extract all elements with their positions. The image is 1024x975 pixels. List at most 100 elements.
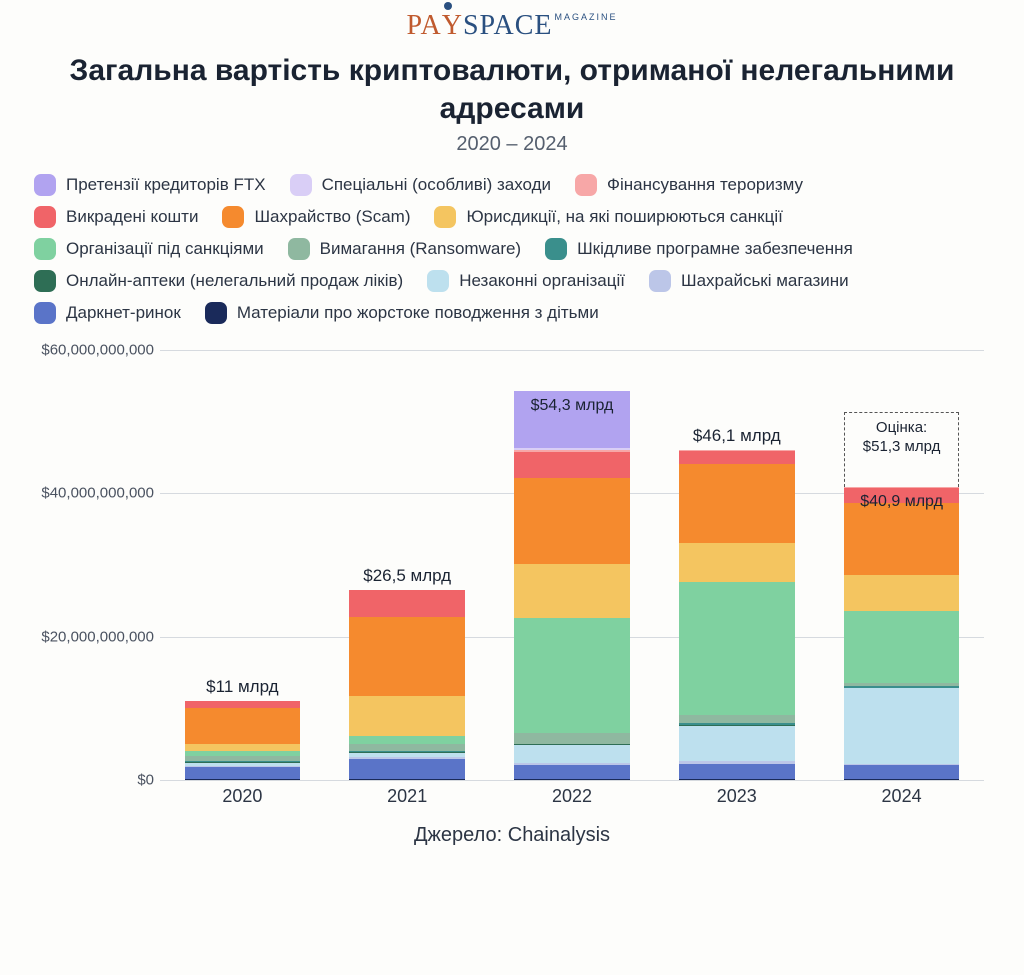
y-axis: $0$20,000,000,000$40,000,000,000$60,000,… — [30, 350, 160, 780]
bar-segment-darknet — [844, 765, 960, 779]
bar-group-2020: $11 млрд — [168, 350, 316, 780]
logo-pa: PA — [406, 10, 441, 42]
legend-item-fraud_shops: Шахрайські магазини — [649, 270, 849, 292]
bar-segment-ftx — [514, 391, 630, 448]
bar-segment-scam — [844, 503, 960, 575]
y-tick: $0 — [137, 772, 154, 789]
bar-segment-sanctions_org — [349, 736, 465, 745]
bar-group-2021: $26,5 млрд — [333, 350, 481, 780]
legend-label: Онлайн-аптеки (нелегальний продаж ліків) — [66, 271, 403, 291]
legend-swatch — [34, 302, 56, 324]
bar-segment-illegal_org — [514, 745, 630, 763]
legend-swatch — [290, 174, 312, 196]
legend-swatch — [34, 238, 56, 260]
legend-label: Вимагання (Ransomware) — [320, 239, 521, 259]
legend-item-special: Спеціальні (особливі) заходи — [290, 174, 551, 196]
bar-segment-illegal_org — [679, 726, 795, 762]
logo-y: Y — [442, 10, 463, 42]
legend-swatch — [427, 270, 449, 292]
legend-label: Шахрайство (Scam) — [254, 207, 410, 227]
x-axis: 2020 2021 2022 2023 2024 — [160, 780, 984, 820]
chart-container: PA Y SPACE MAGAZINE Загальна вартість кр… — [0, 0, 1024, 867]
legend: Претензії кредиторів FTX Спеціальні (особ… — [30, 174, 994, 342]
bar-segment-sanctions_jur — [514, 564, 630, 618]
bar-segment-darknet — [514, 765, 630, 779]
legend-item-sanctions_org: Організації під санкціями — [34, 238, 264, 260]
legend-item-pharmacy: Онлайн-аптеки (нелегальний продаж ліків) — [34, 270, 403, 292]
bar-segment-sanctions_org — [679, 582, 795, 715]
bar-stack: $54,3 млрд — [514, 391, 630, 780]
legend-swatch — [288, 238, 310, 260]
logo-row: PA Y SPACE MAGAZINE — [30, 10, 994, 42]
y-tick: $60,000,000,000 — [41, 342, 154, 359]
bar-group-2022: $54,3 млрд — [498, 350, 646, 780]
y-tick: $40,000,000,000 — [41, 485, 154, 502]
bar-group-2023: $46,1 млрд — [663, 350, 811, 780]
x-tick: 2022 — [498, 780, 646, 820]
legend-item-csam: Матеріали про жорстоке поводження з діть… — [205, 302, 599, 324]
bar-stack — [349, 590, 465, 780]
bar-segment-stolen — [349, 590, 465, 617]
legend-swatch — [434, 206, 456, 228]
bar-segment-scam — [349, 617, 465, 696]
legend-item-ftx: Претензії кредиторів FTX — [34, 174, 266, 196]
legend-label: Претензії кредиторів FTX — [66, 175, 266, 195]
bar-segment-illegal_org — [844, 688, 960, 763]
chart-subtitle: 2020 – 2024 — [30, 133, 994, 156]
legend-item-darknet: Даркнет-ринок — [34, 302, 181, 324]
legend-label: Фінансування тероризму — [607, 175, 803, 195]
legend-label: Спеціальні (особливі) заходи — [322, 175, 551, 195]
plot: $11 млрд $26,5 млрд $54,3 млрд $46,1 млрд Оц… — [160, 350, 984, 780]
bar-segment-sanctions_jur — [349, 696, 465, 735]
bar-total-label: $11 млрд — [206, 677, 278, 697]
y-tick: $20,000,000,000 — [41, 628, 154, 645]
legend-swatch — [649, 270, 671, 292]
bar-segment-scam — [185, 708, 301, 745]
legend-item-malware: Шкідливе програмне забезпечення — [545, 238, 853, 260]
bar-group-2024: Оцінка:$51,3 млрд$40,9 млрд — [827, 350, 975, 780]
bar-stack: $40,9 млрд — [844, 487, 960, 780]
legend-item-ransomware: Вимагання (Ransomware) — [288, 238, 521, 260]
legend-label: Викрадені кошти — [66, 207, 198, 227]
chart-plot-area: $0$20,000,000,000$40,000,000,000$60,000,… — [30, 350, 994, 820]
bar-total-label: $46,1 млрд — [693, 426, 781, 446]
bar-segment-darknet — [349, 759, 465, 779]
x-tick: 2020 — [168, 780, 316, 820]
bar-segment-scam — [514, 478, 630, 564]
legend-item-scam: Шахрайство (Scam) — [222, 206, 410, 228]
legend-label: Незаконні організації — [459, 271, 625, 291]
bar-segment-sanctions_jur — [185, 744, 301, 751]
logo-space: SPACE — [463, 10, 553, 42]
bar-segment-sanctions_jur — [844, 575, 960, 611]
bar-stack — [185, 701, 301, 780]
estimate-value: $51,3 млрд — [845, 438, 959, 457]
legend-item-sanctions_jur: Юрисдикції, на які поширюються санкції — [434, 206, 782, 228]
legend-swatch — [34, 270, 56, 292]
chart-title: Загальна вартість криптовалюти, отримано… — [30, 52, 994, 127]
bar-segment-sanctions_org — [844, 611, 960, 683]
bar-total-label: $26,5 млрд — [363, 566, 451, 586]
x-tick: 2023 — [663, 780, 811, 820]
bar-segment-scam — [679, 464, 795, 543]
legend-swatch — [222, 206, 244, 228]
legend-label: Шкідливе програмне забезпечення — [577, 239, 853, 259]
legend-swatch — [545, 238, 567, 260]
legend-swatch — [34, 174, 56, 196]
x-tick: 2024 — [827, 780, 975, 820]
legend-label: Юрисдикції, на які поширюються санкції — [466, 207, 782, 227]
legend-swatch — [575, 174, 597, 196]
estimate-box: Оцінка:$51,3 млрд — [844, 412, 960, 487]
logo-dot-icon — [444, 2, 452, 10]
legend-item-stolen: Викрадені кошти — [34, 206, 198, 228]
legend-item-terror: Фінансування тероризму — [575, 174, 803, 196]
bar-segment-ransomware — [679, 715, 795, 724]
x-tick: 2021 — [333, 780, 481, 820]
estimate-label: Оцінка: — [845, 419, 959, 438]
bar-segment-sanctions_jur — [679, 543, 795, 582]
bar-segment-stolen — [844, 488, 960, 503]
bar-segment-ransomware — [514, 733, 630, 744]
legend-label: Шахрайські магазини — [681, 271, 849, 291]
bar-segment-sanctions_org — [514, 618, 630, 733]
legend-label: Матеріали про жорстоке поводження з діть… — [237, 303, 599, 323]
bar-segment-darknet — [185, 767, 301, 779]
